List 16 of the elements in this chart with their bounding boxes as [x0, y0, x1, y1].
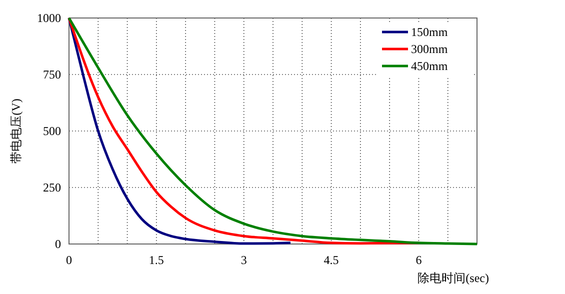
legend-label: 300mm	[411, 42, 448, 56]
y-tick-label: 500	[43, 124, 61, 138]
x-tick-label: 0	[66, 253, 72, 267]
x-axis-title: 除电时间(sec)	[418, 271, 489, 285]
legend-label: 450mm	[411, 59, 448, 73]
y-tick-label: 0	[55, 237, 61, 251]
y-tick-label: 250	[43, 180, 61, 194]
x-tick-label: 3	[240, 253, 247, 267]
x-tick-label: 1.5	[148, 253, 164, 267]
y-tick-label: 750	[43, 68, 61, 82]
x-tick-label: 6	[416, 253, 422, 267]
y-tick-label: 1000	[37, 11, 61, 25]
x-tick-label: 4.5	[324, 253, 339, 267]
legend-label: 150mm	[411, 25, 448, 39]
y-axis-title: 带电电压(V)	[9, 98, 23, 164]
line-series	[68, 16, 292, 245]
